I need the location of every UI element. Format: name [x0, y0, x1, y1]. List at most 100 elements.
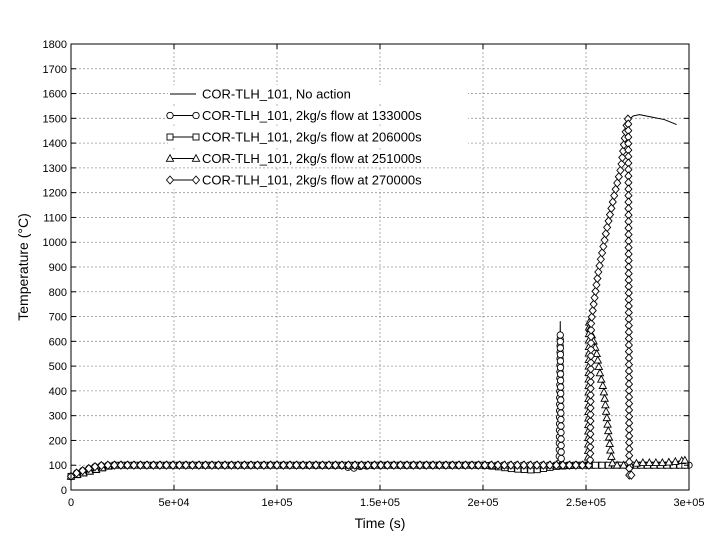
- series-point: [557, 383, 565, 391]
- series-point: [597, 248, 607, 258]
- series-point: [605, 439, 615, 448]
- series-point: [607, 203, 616, 214]
- legend-item-background: [168, 106, 468, 125]
- series-point: [608, 197, 617, 207]
- series-point: [396, 460, 405, 470]
- series-point: [129, 460, 138, 470]
- series-point: [506, 460, 515, 470]
- legend: COR-TLH_101, No action COR-TLH_101, 2kg/s…: [165, 85, 468, 189]
- y-tick-label: 1100: [43, 212, 67, 224]
- series-point: [612, 460, 622, 469]
- legend-item: COR-TLH_101, 2kg/s flow at 251000s: [165, 149, 468, 168]
- series-point: [680, 455, 690, 464]
- legend-item: COR-TLH_101, 2kg/s flow at 133000s: [166, 106, 468, 125]
- y-tick-label: 0: [61, 485, 67, 497]
- series-point: [600, 393, 610, 402]
- series-point: [441, 460, 450, 470]
- legend-marker: [165, 153, 175, 162]
- series-point: [557, 389, 565, 398]
- series-point: [586, 364, 595, 374]
- series-point: [593, 355, 603, 364]
- series-point: [207, 460, 216, 470]
- legend-marker: [166, 133, 174, 141]
- series-point: [194, 460, 203, 470]
- y-tick-label: 800: [49, 287, 67, 299]
- legend-item: COR-TLH_101, 2kg/s flow at 270000s: [165, 171, 468, 189]
- series-point: [526, 460, 535, 470]
- series-point: [272, 460, 281, 470]
- y-tick-label: 100: [49, 460, 67, 472]
- series-point: [586, 351, 596, 361]
- series-point: [619, 460, 628, 469]
- legend-item: COR-TLH_101, 2kg/s flow at 206000s: [166, 128, 468, 146]
- x-tick-label: 3e+05: [674, 497, 705, 509]
- series-point: [259, 460, 268, 470]
- y-axis-label: Temperature (°C): [15, 213, 31, 321]
- series-point: [513, 460, 522, 470]
- series-point: [556, 337, 564, 346]
- series-point: [599, 387, 609, 396]
- series-point: [606, 451, 616, 460]
- y-tick-label: 1300: [43, 163, 67, 175]
- series-point: [298, 460, 307, 470]
- series-point: [557, 422, 565, 430]
- series-point: [331, 460, 340, 470]
- series-point: [586, 429, 595, 439]
- series-group: [66, 114, 693, 482]
- y-tick-label: 1600: [43, 89, 67, 101]
- series-point: [285, 460, 294, 470]
- series-point: [606, 445, 615, 454]
- series-point: [601, 229, 610, 239]
- series-point: [565, 460, 574, 470]
- series-point: [266, 460, 275, 470]
- series-point: [558, 460, 567, 470]
- series-point: [435, 460, 444, 470]
- series-point: [587, 312, 596, 322]
- series-point: [461, 460, 470, 470]
- y-tick-label: 900: [49, 262, 67, 274]
- series-point: [587, 318, 596, 329]
- legend-item-background: [168, 149, 468, 168]
- series-point: [603, 419, 612, 428]
- y-tick-label: 500: [49, 361, 67, 373]
- series-point: [571, 460, 580, 470]
- series-point: [556, 357, 565, 365]
- series-point: [72, 468, 81, 478]
- series-point: [586, 455, 595, 465]
- legend-marker: [166, 111, 174, 120]
- x-axis-label: Time (s): [355, 515, 406, 531]
- series-point: [616, 165, 625, 176]
- series-point: [557, 415, 565, 424]
- series-point: [292, 460, 301, 470]
- series-point: [651, 458, 661, 466]
- series-point: [556, 376, 565, 385]
- series-point: [556, 331, 564, 339]
- series-point: [600, 235, 609, 245]
- legend-label: COR-TLH_101, 2kg/s flow at 133000s: [202, 108, 422, 123]
- y-tick-label: 1200: [43, 188, 67, 200]
- series-point: [586, 435, 595, 446]
- series-point: [181, 460, 190, 470]
- series-point: [602, 413, 612, 422]
- series-point: [601, 406, 611, 415]
- series-point: [422, 460, 431, 470]
- legend-label: COR-TLH_101, 2kg/s flow at 251000s: [202, 151, 422, 166]
- legend-marker: [192, 111, 200, 120]
- series-point: [532, 460, 541, 470]
- series-point: [586, 325, 596, 335]
- series-point: [370, 460, 379, 470]
- series-point: [586, 357, 595, 368]
- series-point: [586, 409, 595, 420]
- series-point: [598, 461, 606, 469]
- series-point: [586, 448, 595, 459]
- x-tick-label: 1e+05: [262, 497, 293, 509]
- series-point: [487, 460, 496, 470]
- series-point: [454, 460, 463, 470]
- series-point: [78, 466, 87, 476]
- series-point: [123, 460, 132, 470]
- x-tick-label: 5e+04: [159, 497, 190, 509]
- series-point: [383, 460, 392, 470]
- series-point: [448, 460, 457, 470]
- series-point: [595, 260, 604, 271]
